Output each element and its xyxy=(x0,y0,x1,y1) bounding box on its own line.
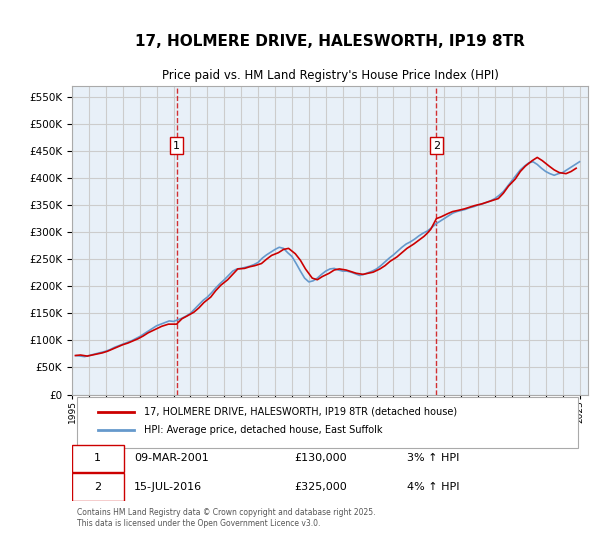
Text: 3% ↑ HPI: 3% ↑ HPI xyxy=(407,454,460,463)
Text: 09-MAR-2001: 09-MAR-2001 xyxy=(134,454,209,463)
FancyBboxPatch shape xyxy=(72,473,124,501)
FancyBboxPatch shape xyxy=(77,396,578,447)
Text: 15-JUL-2016: 15-JUL-2016 xyxy=(134,482,202,492)
Text: 1: 1 xyxy=(173,141,180,151)
FancyBboxPatch shape xyxy=(72,445,124,472)
Text: 2: 2 xyxy=(94,482,101,492)
Text: 17, HOLMERE DRIVE, HALESWORTH, IP19 8TR (detached house): 17, HOLMERE DRIVE, HALESWORTH, IP19 8TR … xyxy=(144,407,457,417)
Text: 4% ↑ HPI: 4% ↑ HPI xyxy=(407,482,460,492)
Text: HPI: Average price, detached house, East Suffolk: HPI: Average price, detached house, East… xyxy=(144,424,383,435)
Text: £130,000: £130,000 xyxy=(294,454,347,463)
Text: £325,000: £325,000 xyxy=(294,482,347,492)
Text: 17, HOLMERE DRIVE, HALESWORTH, IP19 8TR: 17, HOLMERE DRIVE, HALESWORTH, IP19 8TR xyxy=(135,34,525,49)
Text: 2: 2 xyxy=(433,141,440,151)
Text: Contains HM Land Registry data © Crown copyright and database right 2025.
This d: Contains HM Land Registry data © Crown c… xyxy=(77,508,376,528)
Text: 1: 1 xyxy=(94,454,101,463)
Text: Price paid vs. HM Land Registry's House Price Index (HPI): Price paid vs. HM Land Registry's House … xyxy=(161,69,499,82)
